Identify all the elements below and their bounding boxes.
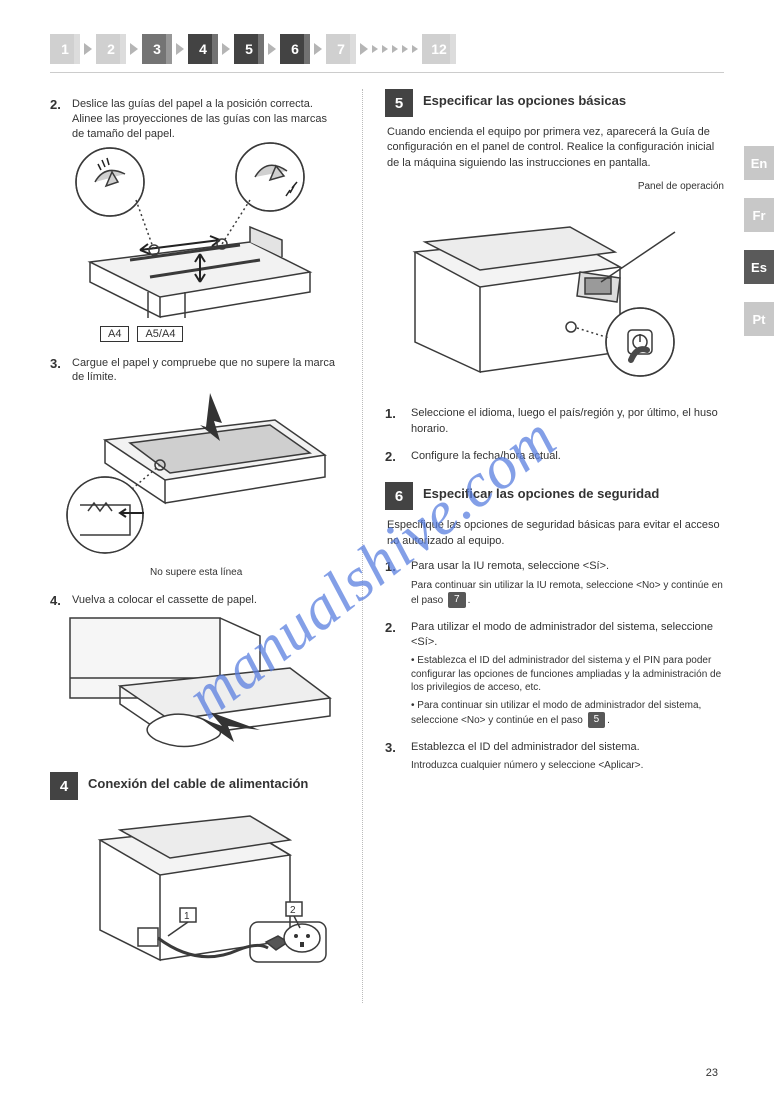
lang-tab-fr[interactable]: Fr — [744, 198, 774, 232]
figure-power-cord: 1 2 — [50, 810, 340, 985]
section-title: Conexión del cable de alimentación — [88, 776, 308, 793]
step-note: Para continuar sin utilizar la IU remota… — [411, 579, 724, 608]
substep-2: 2. Deslice las guías del papel a la posi… — [50, 97, 340, 142]
step-number: 1. — [385, 559, 403, 607]
nav-step-6: 6 — [280, 34, 310, 64]
step-text: Establezca el ID del administrador del s… — [411, 740, 643, 755]
chevron-right-icon — [382, 45, 388, 53]
substep-4: 4. Vuelva a colocar el cassette de papel… — [50, 593, 340, 608]
section5-steps: 1. Seleccione el idioma, luego el país/r… — [385, 406, 724, 464]
chevron-right-icon — [402, 45, 408, 53]
nav-step-3: 3 — [142, 34, 172, 64]
substep-number: 2. — [50, 97, 66, 112]
section-title: Especificar las opciones de seguridad — [423, 486, 659, 503]
nav-step-2: 2 — [96, 34, 126, 64]
section-4: 4 Conexión del cable de alimentación — [50, 772, 340, 985]
step-number: 3. — [385, 740, 403, 773]
chevron-right-icon — [360, 43, 368, 55]
step-bullet: • Establezca el ID del administrador del… — [411, 654, 724, 695]
step-text: Seleccione el idioma, luego el país/regi… — [411, 406, 724, 437]
step-text: Para utilizar el modo de administrador d… — [411, 620, 724, 651]
figure-insert-cassette — [50, 608, 340, 758]
language-tabs: En Fr Es Pt — [744, 146, 774, 336]
step-text: Configure la fecha/hora actual. — [411, 449, 561, 464]
section6-steps: 1. Para usar la IU remota, seleccione <S… — [385, 559, 724, 773]
guide-label-a: A4 — [100, 326, 129, 342]
chevron-right-icon — [314, 43, 322, 55]
step-ref-pill: 5 — [588, 712, 606, 728]
step-ref-pill: 7 — [448, 592, 466, 608]
panel-label: Panel de operación — [385, 181, 724, 192]
power-label-2: 2 — [290, 905, 296, 916]
guide-label-b: A5/A4 — [137, 326, 183, 342]
substep-3: 3. Cargue el papel y compruebe que no su… — [50, 356, 340, 386]
chevron-right-icon — [412, 45, 418, 53]
section-number: 4 — [50, 772, 78, 800]
nav-step-5: 5 — [234, 34, 264, 64]
figure-load-paper: No supere esta línea — [50, 385, 340, 579]
step-number: 2. — [385, 620, 403, 728]
column-divider — [362, 89, 363, 1003]
chevron-right-icon — [176, 43, 184, 55]
nav-step-12: 12 — [422, 34, 456, 64]
step-number: 1. — [385, 406, 403, 437]
chevron-right-icon — [392, 45, 398, 53]
step-bullet: • Para continuar sin utilizar el modo de… — [411, 699, 724, 728]
section-title: Especificar las opciones básicas — [423, 93, 626, 110]
left-column: 2. Deslice las guías del papel a la posi… — [50, 89, 340, 1003]
chevron-right-icon — [268, 43, 276, 55]
lang-tab-pt[interactable]: Pt — [744, 302, 774, 336]
chevron-right-icon — [84, 43, 92, 55]
page-number: 23 — [706, 1067, 718, 1079]
nav-step-1: 1 — [50, 34, 80, 64]
right-column: 5 Especificar las opciones básicas Cuand… — [385, 89, 724, 1003]
section-body: Especifique las opciones de seguridad bá… — [387, 518, 724, 549]
chevron-right-icon — [372, 45, 378, 53]
step-text: Para usar la IU remota, seleccione <Sí>. — [411, 559, 724, 574]
step-note: Introduzca cualquier número y seleccione… — [411, 759, 643, 773]
substep-text: Vuelva a colocar el cassette de papel. — [72, 593, 257, 608]
nav-divider — [50, 72, 724, 73]
substep-number: 3. — [50, 356, 66, 371]
section-number: 5 — [385, 89, 413, 117]
lang-tab-es[interactable]: Es — [744, 250, 774, 284]
nav-step-4: 4 — [188, 34, 218, 64]
section-number: 6 — [385, 482, 413, 510]
substep-number: 4. — [50, 593, 66, 608]
section-6: 6 Especificar las opciones de seguridad … — [385, 482, 724, 772]
figure-power-on — [385, 192, 724, 392]
limit-caption: No supere esta línea — [150, 566, 340, 579]
lang-tab-en[interactable]: En — [744, 146, 774, 180]
chevron-right-icon — [222, 43, 230, 55]
chevron-right-icon — [130, 43, 138, 55]
figure-guides: A4 A5/A4 — [50, 142, 340, 342]
substep-text: Deslice las guías del papel a la posició… — [72, 97, 340, 142]
section-5: 5 Especificar las opciones básicas Cuand… — [385, 89, 724, 464]
nav-step-7: 7 — [326, 34, 356, 64]
power-label-1: 1 — [184, 911, 190, 922]
substep-text: Cargue el papel y compruebe que no super… — [72, 356, 340, 386]
section-body: Cuando encienda el equipo por primera ve… — [387, 125, 724, 171]
step-number: 2. — [385, 449, 403, 464]
step-nav: 123456712 — [50, 34, 724, 64]
